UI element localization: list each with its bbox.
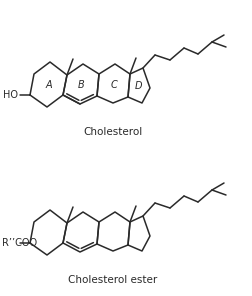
Text: B: B (78, 80, 84, 90)
Text: C: C (110, 80, 117, 90)
Text: R’’COO: R’’COO (2, 238, 37, 248)
Text: A: A (45, 80, 52, 90)
Text: Cholesterol ester: Cholesterol ester (68, 275, 157, 285)
Text: HO: HO (3, 90, 18, 100)
Text: Cholesterol: Cholesterol (83, 127, 142, 137)
Text: D: D (134, 81, 142, 91)
